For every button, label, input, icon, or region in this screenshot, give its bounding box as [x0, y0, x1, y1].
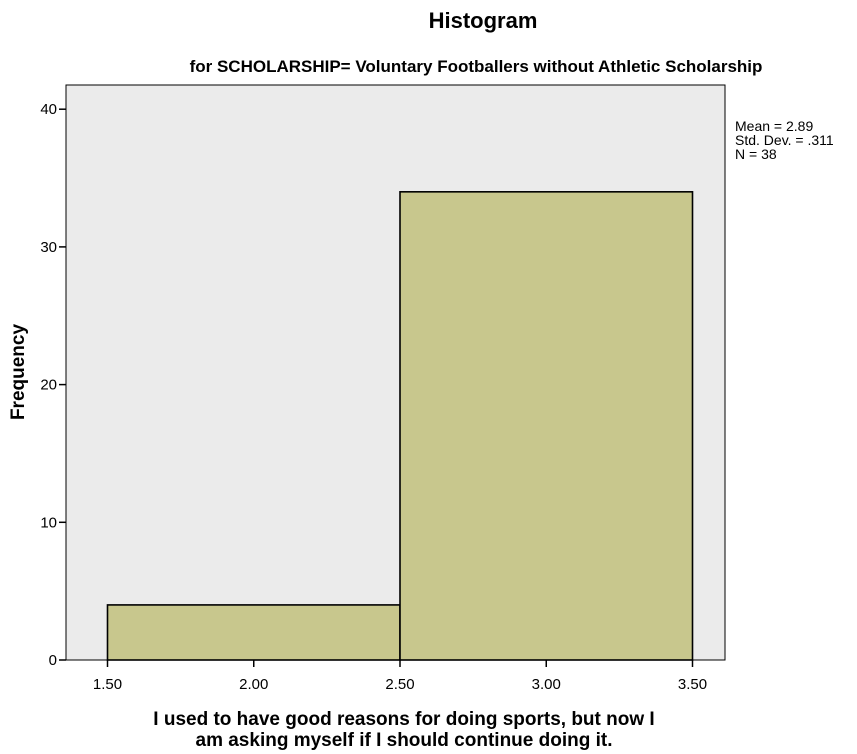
x-axis: 1.50 2.00 2.50 3.00 3.50	[93, 660, 707, 693]
x-tick-label: 1.50	[93, 676, 122, 693]
histogram-bar-1	[106, 604, 401, 661]
stats-line: Std. Dev. = .311	[735, 132, 834, 148]
stats-line: Mean = 2.89	[735, 118, 813, 134]
chart-title: Histogram	[429, 8, 538, 33]
y-tick-label: 10	[40, 514, 57, 531]
x-tick-label: 2.50	[385, 676, 414, 693]
y-tick-label: 0	[49, 652, 57, 669]
y-axis-label: Frequency	[8, 324, 29, 421]
x-tick-label: 3.50	[678, 676, 707, 693]
stats-line: N = 38	[735, 146, 777, 162]
y-tick-label: 40	[40, 101, 57, 118]
x-axis-label-line-2: am asking myself if I should continue do…	[196, 730, 613, 751]
x-axis-label: I used to have good reasons for doing sp…	[153, 709, 654, 751]
bars-group	[106, 191, 694, 661]
y-tick-label: 20	[40, 377, 57, 394]
x-tick-label: 2.00	[239, 676, 268, 693]
x-tick-label: 3.00	[532, 676, 561, 693]
histogram-bar-2	[399, 191, 694, 661]
chart-subtitle: for SCHOLARSHIP= Voluntary Footballers w…	[190, 57, 763, 76]
x-axis-label-line-1: I used to have good reasons for doing sp…	[153, 709, 654, 730]
y-axis: 0 10 20 30 40	[40, 101, 66, 669]
y-tick-label: 30	[40, 239, 57, 256]
